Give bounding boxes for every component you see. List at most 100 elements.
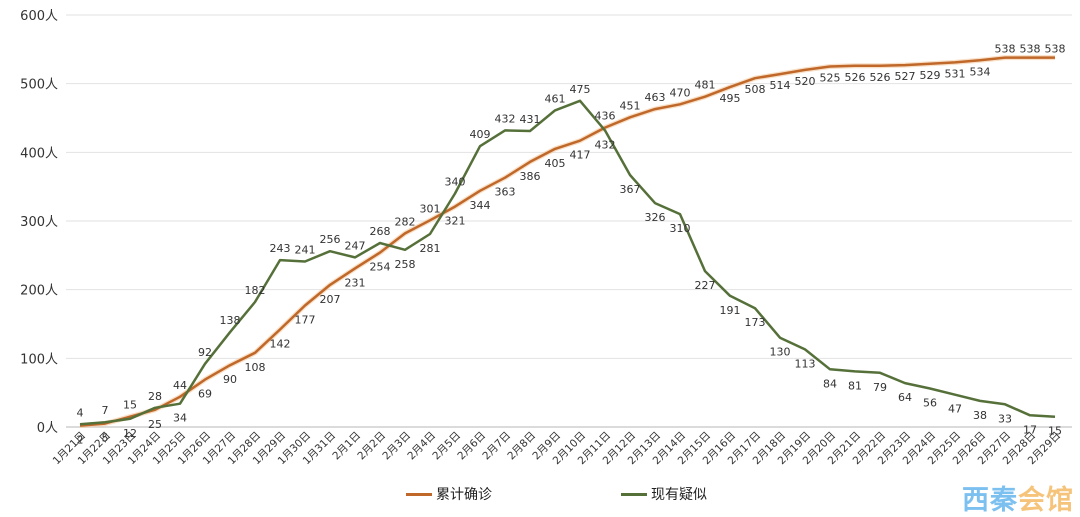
data-label-confirmed: 282 (395, 215, 416, 228)
data-label-suspected: 258 (395, 258, 416, 271)
legend-swatch-suspected (621, 492, 647, 496)
data-label-suspected: 81 (848, 379, 862, 392)
data-label-suspected: 33 (998, 412, 1012, 425)
data-label-suspected: 28 (148, 390, 162, 403)
data-label-confirmed: 25 (148, 418, 162, 431)
data-label-confirmed: 520 (795, 75, 816, 88)
data-label-confirmed: 529 (920, 69, 941, 82)
data-label-confirmed: 527 (895, 70, 916, 83)
y-tick-label: 300人 (20, 215, 58, 230)
watermark-part2: 会馆 (1018, 485, 1074, 516)
data-label-suspected: 268 (370, 225, 391, 238)
data-label-confirmed: 142 (270, 337, 291, 350)
data-label-suspected: 475 (570, 83, 591, 96)
y-tick-label: 400人 (20, 146, 58, 161)
data-label-suspected: 247 (345, 239, 366, 252)
data-label-suspected: 191 (720, 304, 741, 317)
legend-item-confirmed: 累计确诊 (406, 484, 492, 504)
data-label-confirmed: 344 (470, 199, 491, 212)
data-label-suspected: 15 (1048, 425, 1062, 438)
y-tick-label: 100人 (20, 352, 58, 367)
data-label-confirmed: 44 (173, 379, 187, 392)
data-label-suspected: 340 (445, 176, 466, 189)
data-label-confirmed: 5 (102, 432, 109, 445)
data-label-confirmed: 177 (295, 313, 316, 326)
data-label-suspected: 173 (745, 316, 766, 329)
data-label-confirmed: 417 (570, 149, 591, 162)
x-axis-labels: 1月21日1月22日1月23日1月24日1月25日1月26日1月27日1月28日… (51, 430, 1064, 468)
data-label-suspected: 227 (695, 279, 716, 292)
data-label-suspected: 256 (320, 233, 341, 246)
watermark-logo: 西秦会馆 (962, 478, 1074, 517)
data-label-confirmed: 69 (198, 388, 212, 401)
data-label-confirmed: 514 (770, 79, 791, 92)
data-label-suspected: 130 (770, 346, 791, 359)
data-label-confirmed: 321 (445, 215, 466, 228)
data-label-suspected: 326 (645, 211, 666, 224)
data-label-confirmed: 254 (370, 261, 391, 274)
data-label-confirmed: 231 (345, 276, 366, 289)
data-label-confirmed: 470 (670, 86, 691, 99)
data-label-suspected: 56 (923, 397, 937, 410)
data-label-confirmed: 538 (995, 43, 1016, 56)
data-label-suspected: 84 (823, 377, 837, 390)
data-label-suspected: 241 (295, 244, 316, 257)
line-suspected (79, 99, 1056, 426)
data-label-suspected: 7 (102, 404, 109, 417)
data-label-suspected: 409 (470, 128, 491, 141)
data-label-suspected: 138 (220, 314, 241, 327)
series-lines (79, 55, 1056, 429)
data-label-confirmed: 481 (695, 79, 716, 92)
data-label-suspected: 243 (270, 242, 291, 255)
data-label-confirmed: 538 (1020, 43, 1041, 56)
y-tick-label: 200人 (20, 284, 58, 299)
data-label-suspected: 17 (1023, 423, 1037, 436)
data-label-confirmed: 538 (1045, 43, 1066, 56)
data-label-suspected: 281 (420, 242, 441, 255)
data-label-suspected: 461 (545, 92, 566, 105)
legend-label-suspected: 现有疑似 (651, 487, 707, 503)
data-label-suspected: 12 (123, 427, 137, 440)
data-label-confirmed: 405 (545, 157, 566, 170)
data-label-suspected: 432 (595, 138, 616, 151)
y-axis-labels: 0人 100人 200人 300人 400人 500人 600人 (20, 9, 58, 436)
data-label-confirmed: 90 (223, 373, 237, 386)
legend-item-suspected: 现有疑似 (621, 484, 707, 504)
data-label-suspected: 432 (495, 112, 516, 125)
legend-swatch-confirmed (406, 492, 432, 496)
data-label-confirmed: 15 (123, 399, 137, 412)
data-label-suspected: 34 (173, 412, 187, 425)
data-label-confirmed: 363 (495, 186, 516, 199)
data-label-confirmed: 534 (970, 65, 991, 78)
data-label-suspected: 310 (670, 222, 691, 235)
data-label-suspected: 182 (245, 284, 266, 297)
data-label-confirmed: 463 (645, 91, 666, 104)
data-label-confirmed: 531 (945, 67, 966, 80)
data-label-suspected: 92 (198, 346, 212, 359)
data-label-confirmed: 108 (245, 361, 266, 374)
data-label-confirmed: 386 (520, 170, 541, 183)
data-label-suspected: 4 (77, 406, 84, 419)
data-label-confirmed: 301 (420, 202, 441, 215)
data-label-confirmed: 207 (320, 293, 341, 306)
y-tick-label: 0人 (37, 421, 58, 436)
data-label-suspected: 431 (520, 113, 541, 126)
data-label-confirmed: 526 (845, 71, 866, 84)
data-label-confirmed: 451 (620, 99, 641, 112)
y-tick-label: 500人 (20, 78, 58, 93)
data-label-confirmed: 2 (77, 434, 84, 447)
grid-lines (66, 14, 1072, 428)
data-label-confirmed: 436 (595, 110, 616, 123)
data-label-suspected: 47 (948, 403, 962, 416)
data-label-confirmed: 526 (870, 71, 891, 84)
data-label-suspected: 38 (973, 409, 987, 422)
data-label-suspected: 79 (873, 381, 887, 394)
data-label-confirmed: 495 (720, 92, 741, 105)
legend-label-confirmed: 累计确诊 (436, 487, 492, 503)
data-label-confirmed: 508 (745, 83, 766, 96)
data-label-confirmed: 525 (820, 72, 841, 85)
y-tick-label: 600人 (20, 9, 58, 24)
data-label-suspected: 367 (620, 183, 641, 196)
